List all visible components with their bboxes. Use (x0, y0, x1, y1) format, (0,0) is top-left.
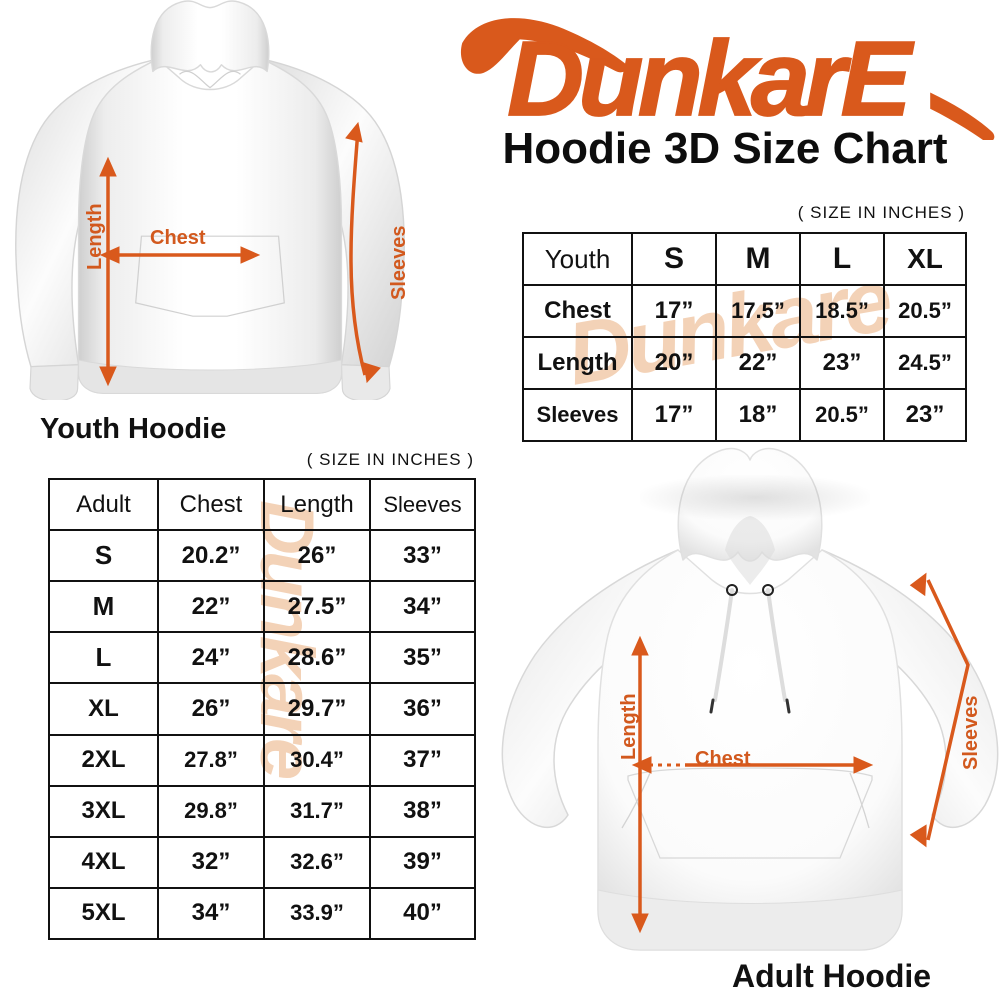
svg-text:DunkarE: DunkarE (507, 19, 914, 138)
